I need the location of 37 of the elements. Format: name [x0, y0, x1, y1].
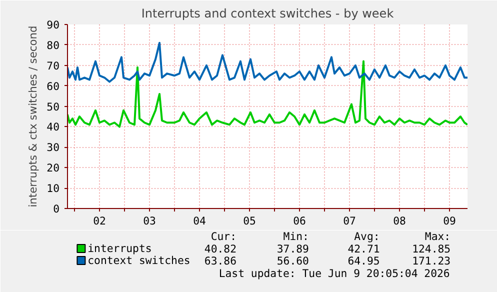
y-tick-label: 0 [53, 202, 60, 216]
x-tick-label: 05 [243, 214, 256, 228]
text: 63.86 [204, 254, 237, 268]
y-tick-label: 50 [46, 100, 60, 114]
y-tick-label: 40 [46, 120, 60, 134]
text: Last update: Tue Jun 9 20:05:04 2026 [218, 267, 450, 280]
y-tick-label: 80 [46, 38, 60, 52]
text: 56.60 [276, 254, 309, 268]
x-tick-label: 06 [293, 214, 306, 228]
text: 124.85 [412, 242, 451, 256]
x-tick-label: 07 [343, 214, 356, 228]
line-series [68, 60, 468, 128]
text: Cur: [210, 230, 237, 243]
x-tick-label: 09 [443, 214, 456, 228]
text: Min: [283, 230, 309, 243]
y-tick-label: 20 [46, 162, 60, 175]
line-series [68, 42, 468, 83]
x-tick-label: 03 [143, 214, 156, 228]
text: 40.82 [204, 242, 237, 256]
text: 64.95 [348, 254, 380, 268]
chart-title: Interrupts and context switches - by week [141, 6, 394, 20]
x-tick-label: 04 [193, 214, 206, 228]
text: Max: [424, 230, 451, 243]
text: 171.23 [412, 254, 451, 268]
y-tick-label: 90 [46, 18, 60, 32]
text: 37.89 [276, 242, 309, 256]
text: 42.71 [348, 242, 380, 256]
x-tick-label: 02 [93, 214, 106, 228]
y-tick-label: 70 [46, 59, 60, 72]
text: Avg: [354, 230, 380, 243]
y-tick-label: 10 [46, 182, 60, 196]
y-tick-label: 30 [46, 141, 60, 154]
x-tick-label: 08 [393, 214, 406, 228]
y-axis-title: interrupts & ctx switches / second [26, 26, 40, 208]
legend-label: context switches [88, 254, 190, 267]
legend-label: interrupts [88, 242, 152, 255]
y-tick-label: 60 [46, 80, 60, 93]
